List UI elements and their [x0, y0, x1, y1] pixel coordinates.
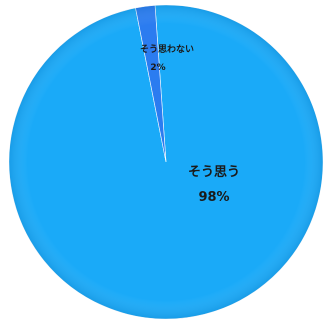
slice-value-agree: 98% — [198, 190, 229, 205]
slice-label-agree: そう思う — [188, 165, 240, 180]
slice-label-disagree: そう思わない — [140, 44, 194, 55]
slice-value-disagree: 2% — [150, 63, 165, 73]
